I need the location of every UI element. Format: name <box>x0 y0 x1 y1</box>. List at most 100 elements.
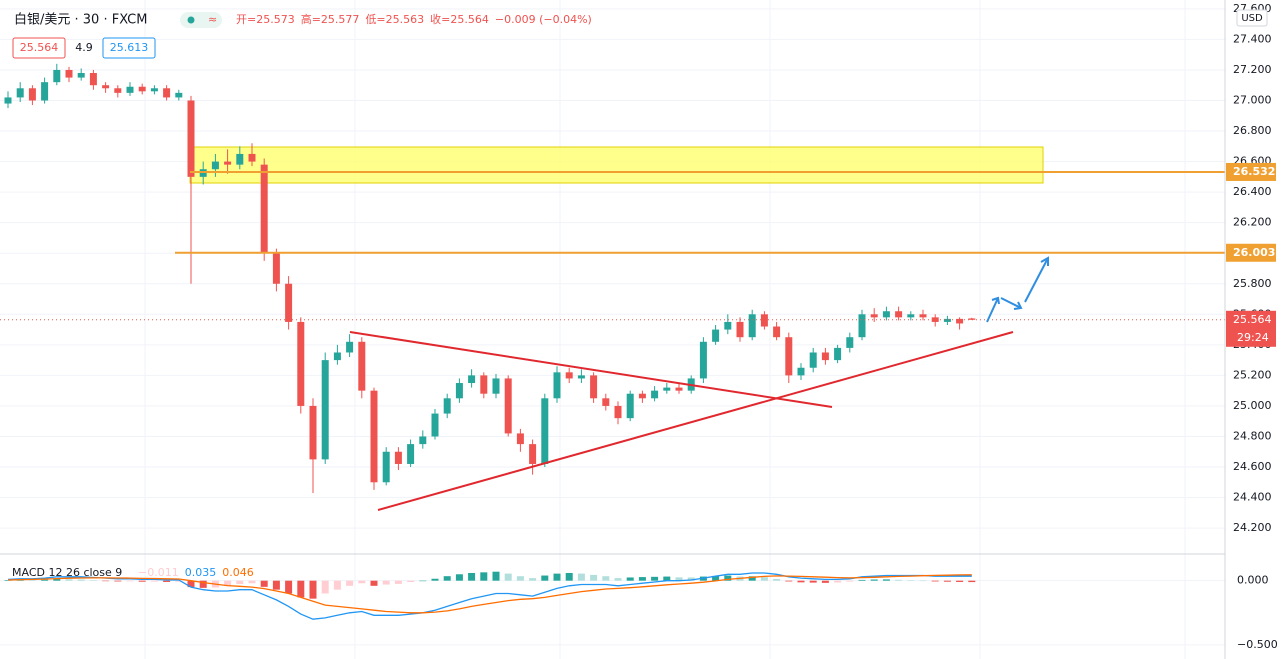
macd-tick-label: −0.500 <box>1237 638 1278 651</box>
macd-histogram-bar <box>260 580 268 587</box>
macd-histogram-bar <box>150 580 158 582</box>
candle-body <box>248 153 256 162</box>
level-label: 26.003 <box>1233 246 1275 259</box>
macd-histogram-bar <box>931 580 939 582</box>
candle-body <box>724 321 732 330</box>
arrow <box>1024 257 1049 303</box>
macd-histogram-bar <box>199 580 207 588</box>
macd-histogram-bar <box>638 577 646 581</box>
macd-histogram-bar <box>285 580 293 594</box>
macd-histogram-bar <box>480 572 488 581</box>
macd-histogram-bar <box>529 578 537 581</box>
candle-body <box>16 88 24 98</box>
axis-labels: 24.20024.40024.60024.80025.00025.20025.4… <box>1226 2 1278 651</box>
candle-body <box>370 390 378 483</box>
candle-body <box>492 378 500 394</box>
candle-body <box>4 97 12 104</box>
candle-body <box>504 378 512 434</box>
candle-body <box>821 352 829 361</box>
plot <box>0 63 1225 620</box>
macd-histogram-bar <box>577 573 585 581</box>
y-tick-label: 25.800 <box>1233 277 1272 290</box>
candle-body <box>224 161 232 165</box>
macd-histogram-bar <box>858 579 866 581</box>
candle-body <box>699 341 707 379</box>
macd-histogram-bar <box>541 575 549 581</box>
ohlc-item: −0.009 (−0.04%) <box>495 13 592 26</box>
macd-histogram-bar <box>834 580 842 583</box>
candle-body <box>956 318 964 324</box>
candle-body <box>394 451 402 464</box>
macd-histogram-bar <box>504 573 512 581</box>
arrow-head <box>1040 256 1049 266</box>
candle-body <box>150 88 158 92</box>
candle-body <box>285 283 293 322</box>
candle-body <box>516 433 524 445</box>
y-tick-label: 27.000 <box>1233 93 1272 106</box>
macd-legend-value: 0.035 <box>185 566 217 579</box>
ask: 25.613 <box>110 41 149 54</box>
macd-histogram-bar <box>309 580 317 599</box>
macd-histogram-bar <box>870 579 878 581</box>
macd-histogram-bar <box>370 580 378 586</box>
candle-body <box>797 367 805 376</box>
candle-body <box>638 393 646 399</box>
candle-body <box>577 375 585 379</box>
macd-histogram-bar <box>748 576 756 581</box>
macd-histogram-bar <box>614 578 622 581</box>
candle-body <box>309 405 317 460</box>
macd-histogram-bar <box>968 580 976 583</box>
candle-body <box>455 383 463 399</box>
arrow <box>986 297 999 323</box>
macd-histogram-bar <box>590 574 598 581</box>
candle-body <box>272 253 280 284</box>
level-label: 26.532 <box>1233 165 1275 178</box>
candle-body <box>211 161 219 170</box>
candle-body <box>626 393 634 419</box>
macd-legend-value: 0.046 <box>222 566 254 579</box>
y-tick-label: 26.200 <box>1233 216 1272 229</box>
macd-histogram-bar <box>297 580 305 598</box>
candle-body <box>126 86 134 93</box>
level-tag <box>1226 162 1276 181</box>
candle-body <box>260 164 268 254</box>
ask-box[interactable] <box>102 37 156 59</box>
macd-histogram-bar <box>114 580 122 582</box>
level-tag <box>1226 243 1276 262</box>
candle-body <box>480 375 488 394</box>
candle-body <box>529 444 537 464</box>
candle-body <box>858 314 866 338</box>
candle-body <box>431 413 439 437</box>
macd-histogram-bar <box>419 580 427 582</box>
candle-body <box>407 444 415 464</box>
zone <box>189 146 1044 184</box>
macd-tick-label: 0.000 <box>1237 574 1269 587</box>
macd-histogram-bar <box>760 577 768 581</box>
candle-body <box>565 372 573 379</box>
trend-line <box>349 331 833 408</box>
macd-histogram-bar <box>236 580 244 585</box>
macd-histogram-bar <box>602 576 610 581</box>
y-tick-label: 26.800 <box>1233 124 1272 137</box>
macd-histogram-bar <box>663 576 671 581</box>
macd-histogram-bar <box>943 580 951 582</box>
y-tick-label: 26.400 <box>1233 185 1272 198</box>
macd-histogram-bar <box>333 580 341 590</box>
countdown: 29:24 <box>1237 331 1269 344</box>
macd-histogram-bar <box>724 575 732 581</box>
candle-body <box>187 100 195 177</box>
macd-histogram-bar <box>907 580 915 581</box>
bid-box[interactable] <box>12 37 66 59</box>
macd-histogram-bar <box>882 579 890 581</box>
status-icon: ≈ <box>208 13 217 26</box>
y-tick-label: 27.200 <box>1233 63 1272 76</box>
macd-histogram-bar <box>919 580 927 582</box>
candle-body <box>468 375 476 384</box>
symbol-title: 白银/美元 · 30 · FXCM <box>14 12 147 28</box>
candle-body <box>65 69 73 78</box>
candle-body <box>602 398 610 406</box>
candle-body <box>419 436 427 445</box>
candle-body <box>138 86 146 92</box>
macd-histogram-bar <box>102 580 110 582</box>
